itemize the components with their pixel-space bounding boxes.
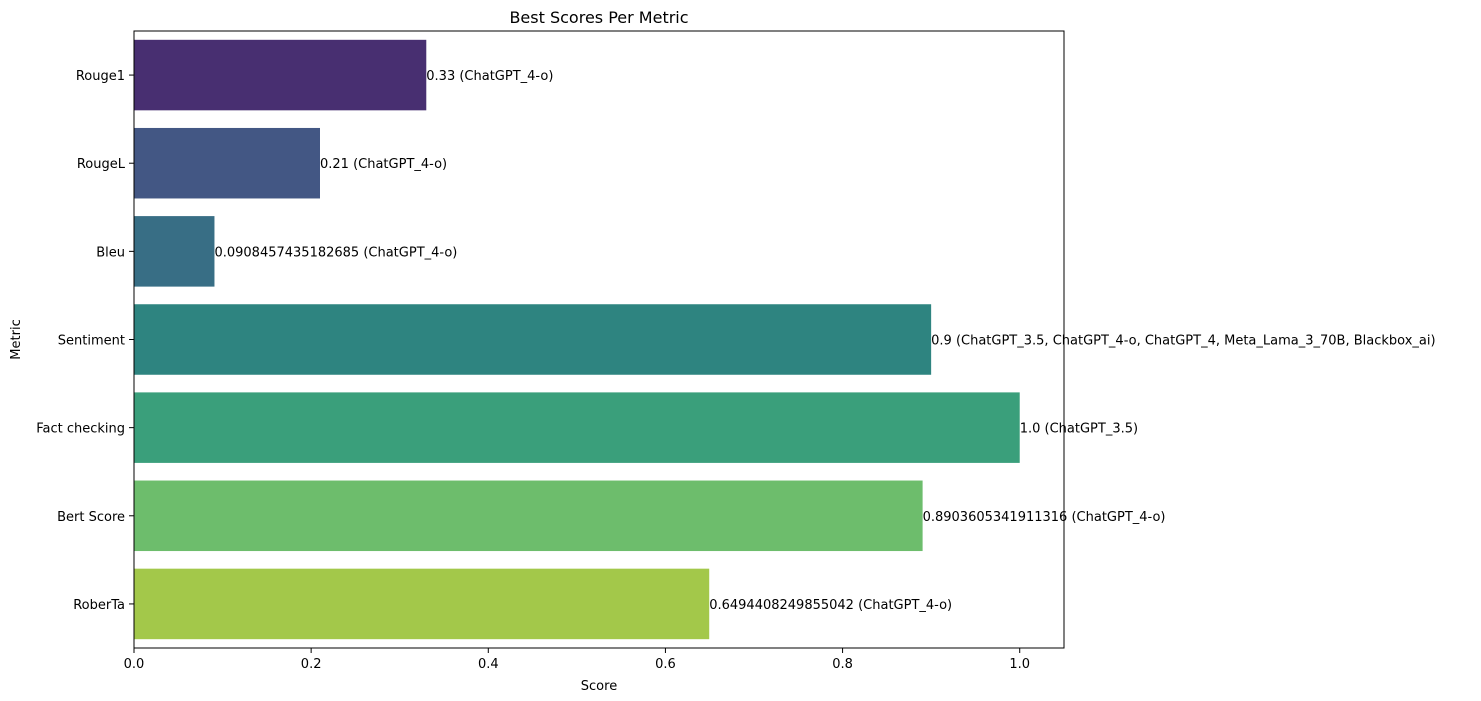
y-tick-label: RoberTa — [73, 598, 125, 613]
x-tick-label: 1.0 — [1009, 657, 1030, 672]
data-label: 0.0908457435182685 (ChatGPT_4-o) — [214, 245, 457, 260]
y-tick-label: Sentiment — [58, 334, 125, 349]
plot-frame — [133, 30, 1065, 649]
y-tick-label: RougeL — [77, 157, 126, 172]
data-labels-group: 0.33 (ChatGPT_4-o) 0.21 (ChatGPT_4-o) 0.09… — [214, 69, 1435, 613]
bar-roberta — [134, 568, 710, 640]
x-axis-label: Score — [581, 679, 617, 694]
bars-group — [134, 39, 1020, 640]
bar-bert-score — [134, 480, 923, 552]
x-tick-label: 0.0 — [124, 657, 145, 672]
bar-bleu — [134, 216, 215, 287]
bar-rougel — [134, 127, 320, 199]
x-tick-label: 0.6 — [655, 657, 676, 672]
data-label: 0.6494408249855042 (ChatGPT_4-o) — [709, 598, 952, 613]
y-axis-ticks: Rouge1 RougeL Bleu Sentiment Fact checking Be… — [36, 69, 134, 613]
data-label: 0.9 (ChatGPT_3.5, ChatGPT_4-o, ChatGPT_4… — [931, 334, 1435, 349]
data-label: 1.0 (ChatGPT_3.5) — [1020, 422, 1138, 437]
x-tick-label: 0.8 — [832, 657, 853, 672]
bar-rouge1 — [134, 39, 427, 111]
bar-fact-checking — [134, 392, 1020, 463]
y-tick-label: Fact checking — [36, 422, 125, 437]
y-tick-label: Bleu — [96, 245, 125, 260]
chart-title: Best Scores Per Metric — [509, 8, 688, 27]
data-label: 0.33 (ChatGPT_4-o) — [426, 69, 553, 84]
x-tick-label: 0.4 — [478, 657, 499, 672]
bar-sentiment — [134, 304, 932, 375]
y-tick-label: Bert Score — [57, 510, 125, 525]
x-tick-label: 0.2 — [301, 657, 322, 672]
data-label: 0.8903605341911316 (ChatGPT_4-o) — [923, 510, 1166, 525]
y-tick-label: Rouge1 — [76, 69, 125, 84]
y-axis-label: Metric — [9, 319, 24, 359]
data-label: 0.21 (ChatGPT_4-o) — [320, 157, 447, 172]
x-axis-ticks: 0.0 0.2 0.4 0.6 0.8 1.0 — [124, 648, 1030, 672]
